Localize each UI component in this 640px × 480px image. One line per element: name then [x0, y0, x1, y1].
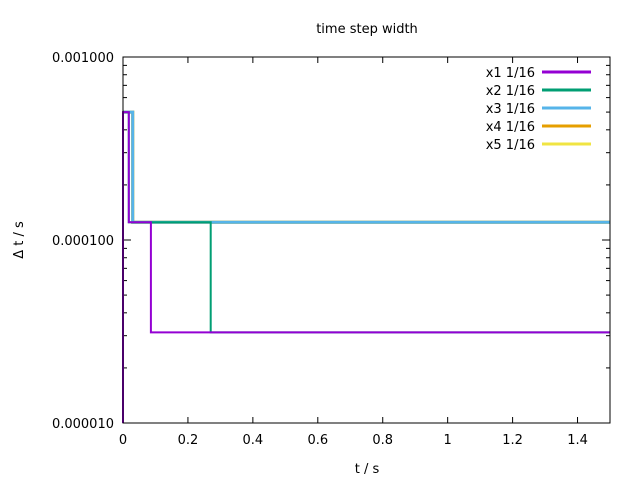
- y-tick-label: 0.000010: [52, 417, 114, 432]
- legend-label: x3 1/16: [486, 102, 535, 117]
- ticks: 0 0.2 0.4 0.6 0.8 1 1.2 1.4 0.000010 0.000100 0.00…: [52, 51, 610, 448]
- y-tick-label: 0.001000: [52, 51, 114, 66]
- series-lines: [122, 110, 610, 423]
- legend-label: x1 1/16: [486, 66, 535, 81]
- x-tick-label: 0.2: [178, 433, 199, 448]
- series-line-4: [123, 110, 610, 224]
- chart-title: time step width: [316, 22, 418, 37]
- legend-label: x2 1/16: [486, 84, 535, 99]
- x-tick-label: 0.8: [372, 433, 393, 448]
- x-tick-label: 1.4: [567, 433, 588, 448]
- y-axis-label: Δ t / s: [12, 221, 27, 259]
- x-tick-label: 1.2: [502, 433, 523, 448]
- series-line-3: [123, 110, 610, 224]
- x-axis-label: t / s: [355, 462, 380, 477]
- series-line-5: [123, 110, 610, 224]
- x-tick-label: 0: [119, 433, 127, 448]
- series-line-1: [122, 111, 610, 423]
- x-tick-label: 0.6: [307, 433, 328, 448]
- y-tick-label: 0.000100: [52, 234, 114, 249]
- x-tick-label: 0.4: [243, 433, 264, 448]
- legend-label: x4 1/16: [486, 120, 535, 135]
- legend-label: x5 1/16: [486, 138, 535, 153]
- x-tick-label: 1: [444, 433, 452, 448]
- legend: x1 1/16 x2 1/16 x3 1/16 x4 1/16 x5 1/16: [486, 66, 591, 153]
- plot-frame: [122, 56, 611, 424]
